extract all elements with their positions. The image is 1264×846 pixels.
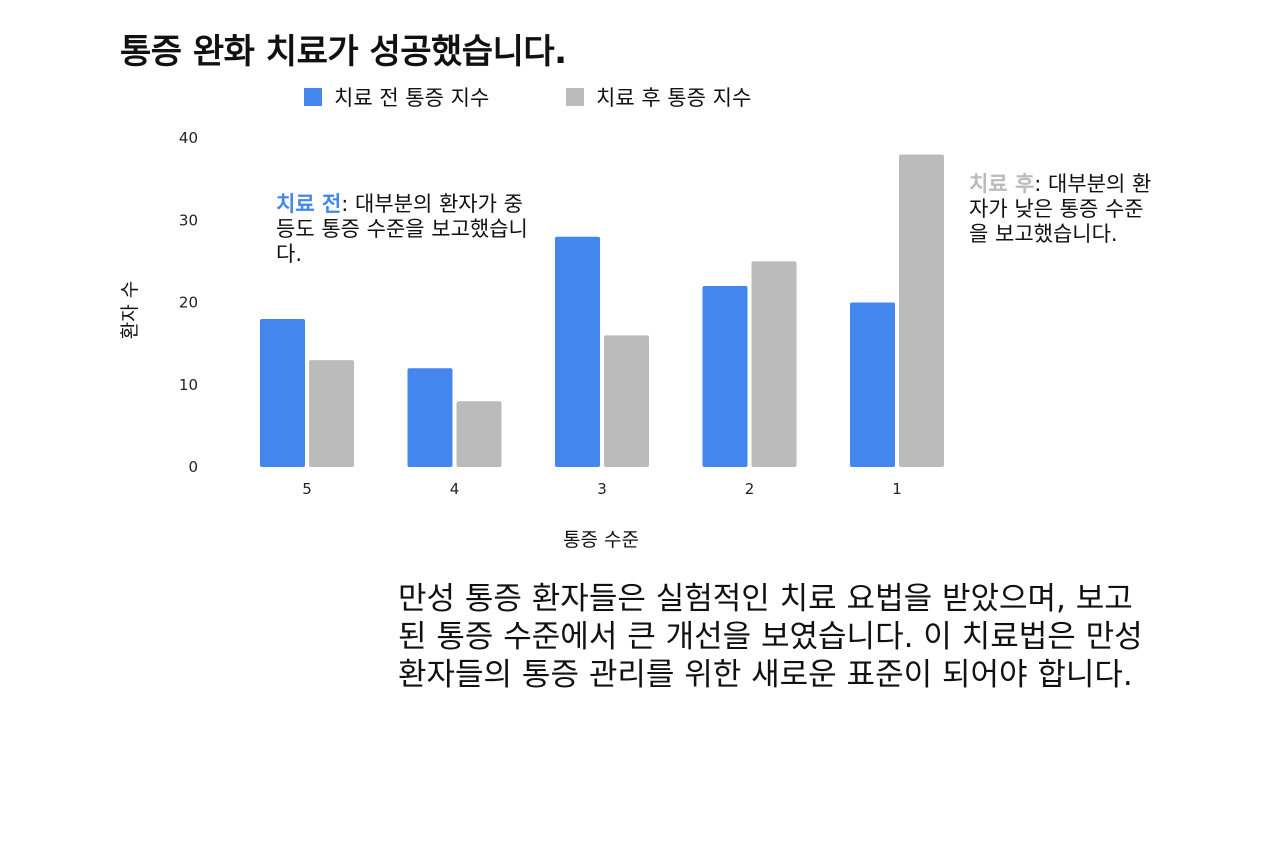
description-text: 만성 통증 환자들은 실험적인 치료 요법을 받았으며, 보고된 통증 수준에서… [398,581,1143,693]
y-tick-label: 40 [179,129,198,147]
x-tick-label: 4 [450,480,460,498]
y-tick-label: 30 [179,211,198,229]
x-tick-label: 1 [892,480,902,498]
chart-title: 통증 완화 치료가 성공했습니다. [120,32,567,72]
x-tick-label: 5 [302,480,312,498]
annotation-before-text: : 대부분의 환자가 중등도 통증 수준을 보고했습니다. [276,192,528,266]
bar-after [751,261,797,467]
annotation-before: 치료 전: 대부분의 환자가 중등도 통증 수준을 보고했습니다. [276,192,536,267]
annotation-before-key: 치료 전 [276,192,342,216]
y-tick-label: 20 [179,294,198,312]
y-axis-label: 환자 수 [119,281,141,339]
x-tick-label: 3 [597,480,607,498]
legend-item-before: 치료 전 통증 지수 [304,82,489,112]
y-axis-ticks: 0 10 20 30 40 [179,129,198,476]
legend-label-before: 치료 전 통증 지수 [334,86,490,110]
x-axis-label: 통증 수준 [563,529,639,551]
legend: 치료 전 통증 지수 치료 후 통증 지수 [0,82,1264,112]
bar-before [850,302,895,467]
bar-before [555,236,600,467]
x-axis-ticks: 5 4 3 2 1 [302,480,902,498]
bars [260,154,944,467]
bar-after [604,335,649,467]
legend-swatch-after [566,88,584,106]
legend-label-after: 치료 후 통증 지수 [596,86,752,110]
y-tick-label: 10 [179,376,198,394]
bar-after [309,360,354,467]
legend-swatch-before [304,88,322,106]
y-tick-label: 0 [188,458,198,476]
annotation-after: 치료 후: 대부분의 환자가 낮은 통증 수준을 보고했습니다. [969,172,1159,247]
legend-item-after: 치료 후 통증 지수 [566,82,751,112]
annotation-after-text: : 대부분의 환자가 낮은 통증 수준을 보고했습니다. [969,172,1152,246]
bar-before [407,368,453,467]
x-tick-label: 2 [745,480,755,498]
annotation-after-key: 치료 후 [969,172,1035,196]
bar-before [260,318,305,467]
bar-after [456,401,502,467]
bar-before [702,286,748,467]
bar-after [899,154,944,467]
